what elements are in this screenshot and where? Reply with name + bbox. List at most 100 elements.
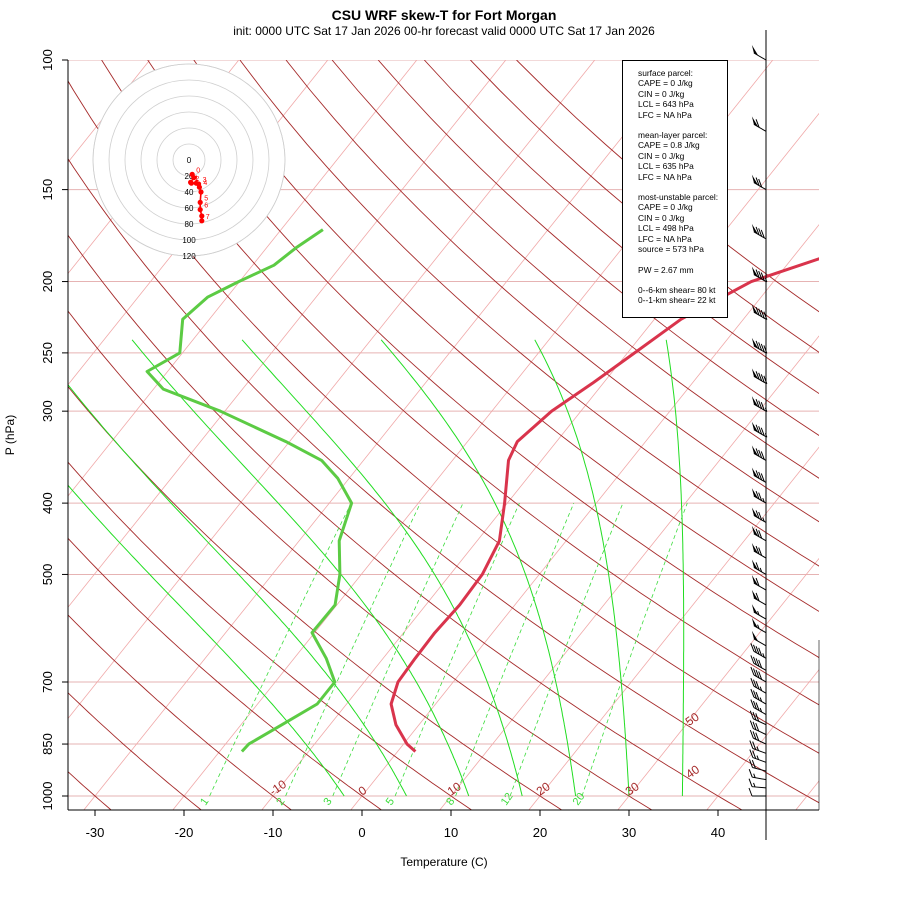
dry-adiabat-line — [285, 60, 819, 523]
barb-flag — [758, 426, 763, 435]
barb-half-flag — [764, 277, 768, 283]
barb-half-flag — [753, 773, 756, 778]
mixing-ratio-label: 3 — [321, 796, 334, 808]
barb-pennant — [751, 337, 759, 349]
barb-shaft — [753, 625, 767, 634]
hodograph-point-label: 2 — [195, 176, 199, 183]
x-tick-label: -30 — [86, 825, 105, 840]
barb-shaft — [752, 748, 767, 754]
barb-flag — [755, 398, 760, 408]
barb-shaft — [753, 550, 767, 559]
x-tick-label: 40 — [711, 825, 725, 840]
info-line: LCL = 643 hPa — [638, 99, 694, 110]
barb-flag — [749, 710, 754, 719]
barb-flag — [755, 562, 760, 571]
barb-flag — [758, 530, 763, 539]
y-tick-label: 1000 — [40, 782, 55, 811]
y-tick-label: 100 — [40, 49, 55, 71]
wind-barb — [749, 729, 767, 745]
hodograph-point-label: 0 — [196, 167, 200, 174]
barb-flag — [763, 375, 768, 385]
wind-barb — [749, 749, 767, 763]
barb-flag — [749, 740, 754, 749]
barb-flag — [752, 711, 757, 721]
barb-flag — [752, 731, 757, 740]
isotherm-line — [706, 669, 819, 810]
barb-flag — [755, 722, 760, 732]
barb-half-flag — [762, 517, 765, 522]
isotherm-line — [350, 224, 819, 810]
barb-flag — [755, 177, 760, 186]
barb-flag — [760, 310, 765, 319]
isobar-lines — [68, 60, 819, 797]
wind-barb — [750, 699, 767, 715]
barb-flag — [755, 658, 760, 667]
barb-flag — [749, 720, 754, 729]
barb-shaft — [753, 582, 767, 591]
barb-flag — [758, 308, 763, 317]
barb-flag — [748, 768, 753, 778]
wind-barb — [751, 266, 768, 283]
barb-pennant — [751, 396, 759, 407]
barb-shaft — [753, 611, 767, 620]
barb-shaft — [753, 182, 767, 191]
moist-adiabat-line — [665, 339, 685, 796]
barb-flag — [752, 741, 757, 750]
x-tick-label: 20 — [533, 825, 547, 840]
hodograph-point — [199, 218, 205, 224]
info-line: PW = 2.67 mm — [638, 264, 694, 275]
wind-barb — [751, 630, 767, 647]
info-line: LFC = NA hPa — [638, 171, 692, 182]
mixing-ratio-label: 8 — [444, 796, 457, 808]
barb-shaft — [753, 567, 767, 575]
barb-pennant — [751, 421, 759, 433]
barb-flag — [750, 666, 755, 676]
wind-barb — [751, 559, 767, 575]
info-line: 0--6-km shear= 80 kt — [638, 284, 716, 295]
y-tick-label: 850 — [40, 733, 55, 755]
wind-barb — [751, 223, 767, 240]
barb-flag — [751, 760, 756, 769]
barb-flag — [753, 679, 757, 688]
hodograph-point — [197, 199, 203, 205]
wind-barb — [751, 525, 767, 542]
temperature-line — [389, 257, 819, 753]
moist-adiabat-line — [534, 339, 630, 797]
barb-flag — [760, 401, 765, 411]
wind-barb — [751, 421, 768, 438]
wind-barb — [751, 467, 767, 483]
dry-adiabat-line — [331, 60, 819, 479]
hodograph-ring-label: 80 — [185, 220, 194, 229]
wind-barb — [751, 575, 767, 591]
barb-flag — [752, 750, 757, 759]
x-tick-label: 10 — [444, 825, 458, 840]
barb-flag — [755, 269, 760, 278]
barb-pennant — [751, 445, 759, 456]
dry-adiabat-line — [377, 60, 819, 436]
barb-flag — [750, 643, 755, 652]
isotherm-line — [68, 60, 418, 497]
wind-barb — [748, 768, 767, 781]
info-line: CIN = 0 J/kg — [638, 212, 685, 223]
isotherm-line — [439, 335, 819, 810]
barb-flag — [760, 451, 765, 460]
info-line: surface parcel: — [638, 68, 693, 78]
barb-flag — [758, 671, 763, 680]
moist-adiabat-line — [380, 339, 577, 797]
moist-adiabat-lines — [68, 339, 685, 797]
y-tick-label: 400 — [40, 492, 55, 514]
info-line: source = 573 hPa — [638, 244, 704, 255]
barb-flag — [753, 668, 757, 677]
dry-adiabat-line — [193, 60, 819, 612]
barb-flag — [755, 424, 760, 433]
barb-half-flag — [756, 746, 759, 751]
mixing-ratio-line — [332, 502, 464, 797]
chart-subtitle: init: 0000 UTC Sat 17 Jan 2026 00-hr for… — [233, 24, 655, 38]
barb-pennant — [751, 467, 759, 478]
moist-adiabat-line — [68, 484, 345, 797]
hodograph-point-label: 5 — [204, 195, 208, 202]
moist-adiabat-line — [131, 339, 470, 797]
